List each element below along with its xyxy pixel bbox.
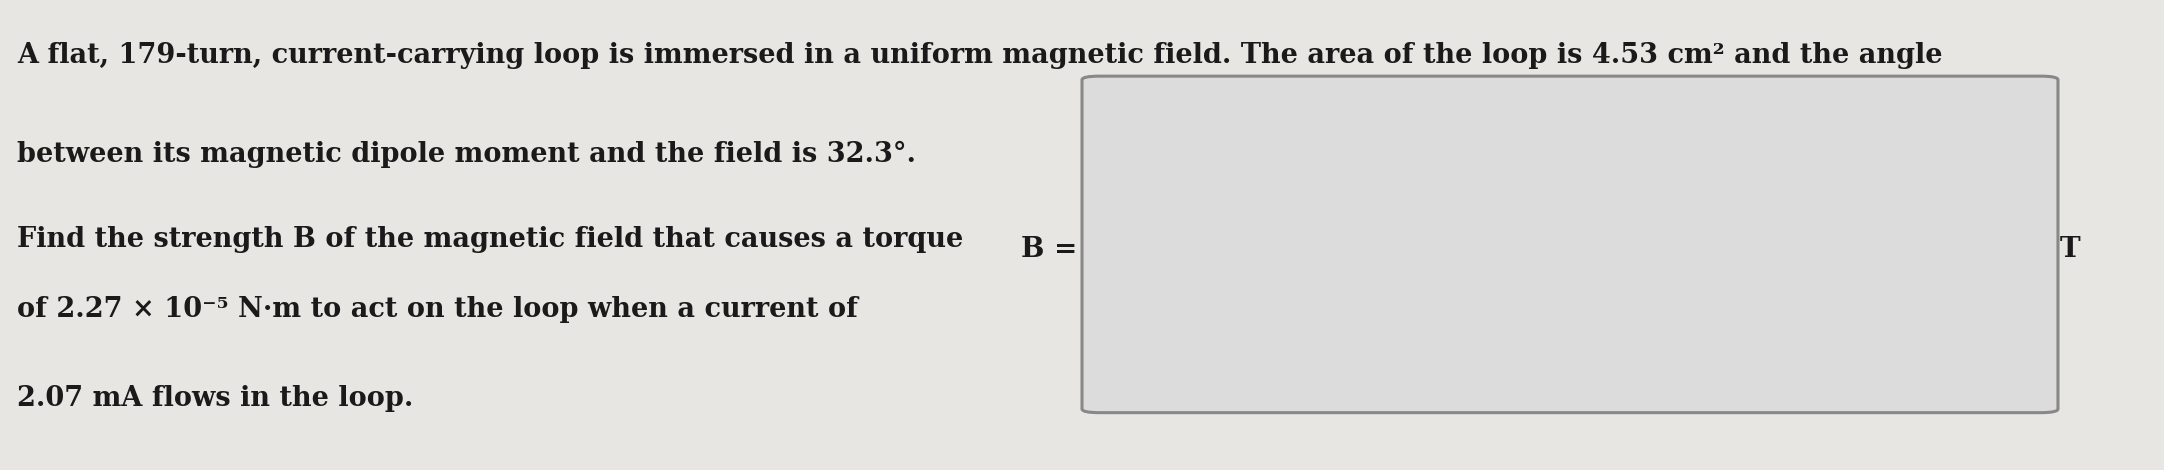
- Text: T: T: [2060, 235, 2082, 263]
- FancyBboxPatch shape: [1082, 76, 2058, 413]
- Text: between its magnetic dipole moment and the field is 32.3°.: between its magnetic dipole moment and t…: [17, 141, 915, 168]
- Text: of 2.27 × 10⁻⁵ N·m to act on the loop when a current of: of 2.27 × 10⁻⁵ N·m to act on the loop wh…: [17, 296, 859, 323]
- Text: Find the strength B of the magnetic field that causes a torque: Find the strength B of the magnetic fiel…: [17, 226, 963, 252]
- Text: 2.07 mA flows in the loop.: 2.07 mA flows in the loop.: [17, 385, 413, 412]
- Text: A flat, 179-turn, current-carrying loop is immersed in a uniform magnetic field.: A flat, 179-turn, current-carrying loop …: [17, 42, 1943, 69]
- Text: B =: B =: [1021, 235, 1078, 263]
